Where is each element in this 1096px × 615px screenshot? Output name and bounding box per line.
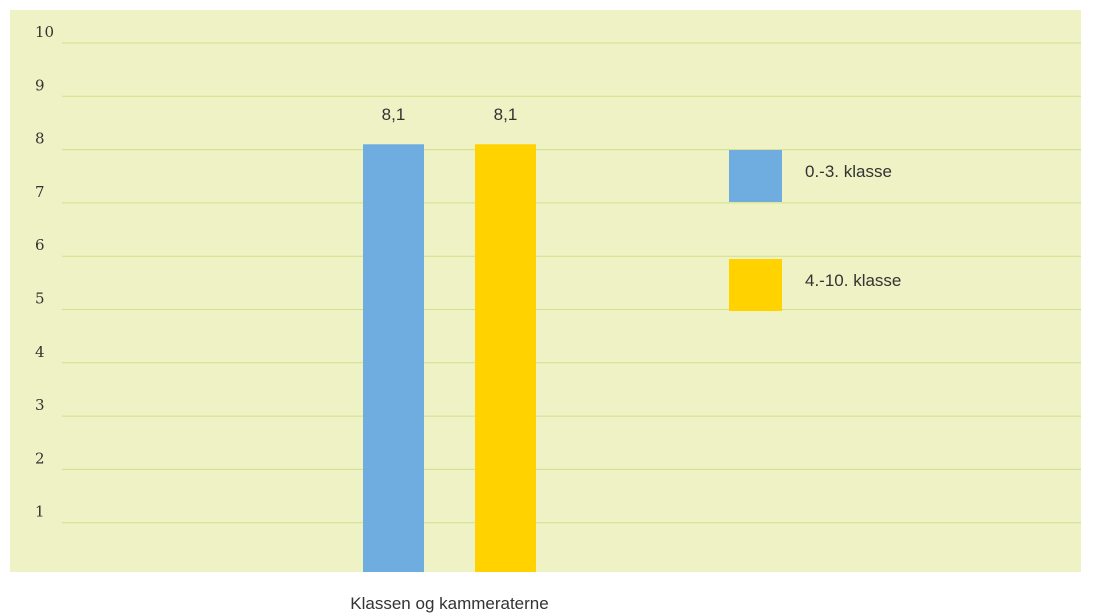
data-label-series-2: 8,1 (494, 105, 518, 124)
bar-series-2 (475, 144, 536, 572)
legend-label-2: 4.-10. klasse (805, 271, 901, 290)
data-label-series-1: 8,1 (382, 105, 406, 124)
category-label: Klassen og kammeraterne (350, 594, 548, 613)
y-tick-label-4: 4 (35, 343, 45, 361)
legend-label-1: 0.-3. klasse (805, 162, 892, 181)
legend-swatch-1 (729, 150, 782, 202)
gridlines (62, 42, 1081, 524)
y-tick-label-8: 8 (35, 130, 45, 148)
legend-swatch-2 (729, 259, 782, 311)
y-tick-label-3: 3 (35, 396, 45, 414)
bars (363, 144, 536, 572)
y-tick-label-1: 1 (35, 503, 45, 521)
y-tick-label-9: 9 (35, 76, 45, 94)
bar-series-1 (363, 144, 424, 572)
y-tick-label-10: 10 (35, 23, 54, 41)
y-tick-label-5: 5 (35, 290, 45, 308)
y-tick-label-6: 6 (35, 236, 45, 254)
y-axis-ticks: 1 2 3 4 5 6 7 8 9 10 (35, 23, 54, 521)
data-labels: 8,1 8,1 (382, 105, 518, 124)
legend: 0.-3. klasse 4.-10. klasse (729, 150, 901, 311)
plot-background (10, 10, 1081, 572)
y-tick-label-7: 7 (35, 183, 45, 201)
y-tick-label-2: 2 (35, 449, 45, 467)
